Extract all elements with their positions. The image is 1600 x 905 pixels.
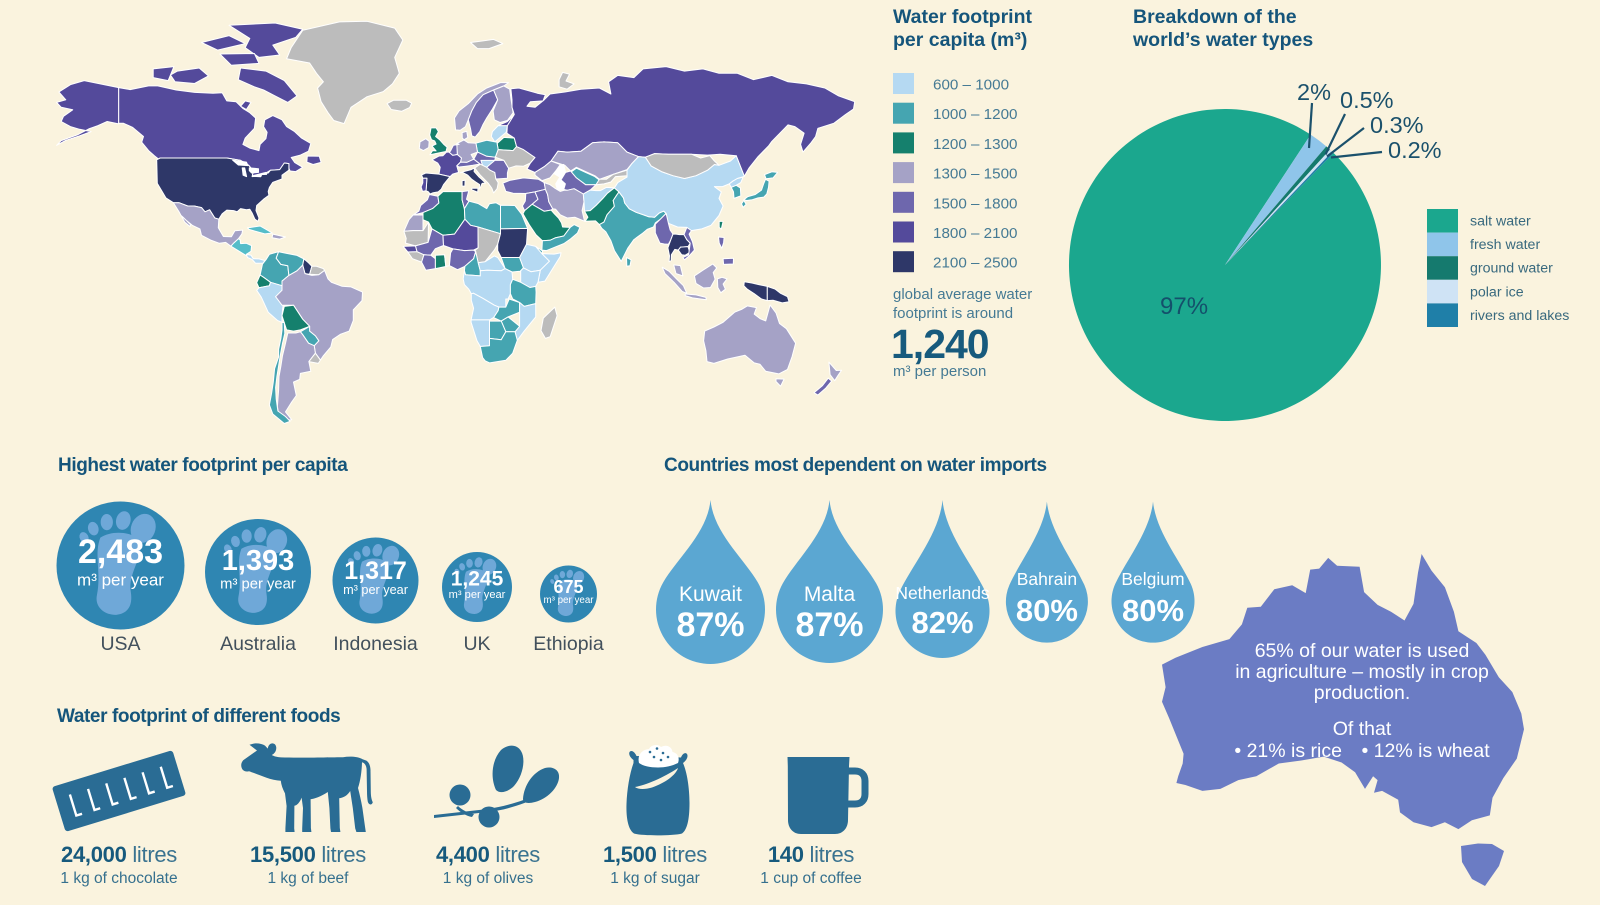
svg-text:1,240: 1,240 — [891, 321, 989, 367]
svg-text:80%: 80% — [1122, 593, 1184, 628]
svg-text:1,393: 1,393 — [222, 545, 295, 577]
svg-text:2%: 2% — [1297, 79, 1331, 105]
svg-text:ground water: ground water — [1470, 261, 1553, 277]
svg-text:m³ per year: m³ per year — [449, 589, 506, 601]
svg-text:1,245: 1,245 — [451, 568, 504, 591]
svg-text:1000 – 1200: 1000 – 1200 — [933, 106, 1017, 123]
svg-text:per capita (m³): per capita (m³) — [893, 29, 1027, 51]
svg-text:0.3%: 0.3% — [1370, 112, 1424, 138]
svg-text:Malta: Malta — [804, 583, 856, 606]
svg-text:polar ice: polar ice — [1470, 284, 1524, 300]
svg-text:m³ per year: m³ per year — [543, 595, 594, 606]
svg-text:1500 – 1800: 1500 – 1800 — [933, 195, 1017, 212]
svg-text:15,500 litres: 15,500 litres — [250, 842, 366, 867]
svg-text:87%: 87% — [795, 606, 863, 644]
svg-text:1 kg of sugar: 1 kg of sugar — [610, 870, 700, 887]
svg-text:production.: production. — [1314, 682, 1410, 704]
svg-text:USA: USA — [100, 633, 140, 655]
svg-text:1200 – 1300: 1200 – 1300 — [933, 136, 1017, 153]
svg-text:Ethiopia: Ethiopia — [533, 633, 604, 655]
svg-text:Belgium: Belgium — [1121, 569, 1184, 589]
svg-text:65% of our water is used: 65% of our water is used — [1255, 640, 1470, 662]
svg-text:Indonesia: Indonesia — [333, 633, 418, 655]
svg-text:1 cup of coffee: 1 cup of coffee — [760, 870, 861, 887]
svg-text:1800 – 2100: 1800 – 2100 — [933, 225, 1017, 242]
svg-text:m³ per year: m³ per year — [220, 577, 296, 593]
svg-text:m³ per year: m³ per year — [77, 571, 164, 590]
svg-text:Highest water footprint per ca: Highest water footprint per capita — [58, 455, 348, 476]
svg-text:Of that: Of that — [1333, 718, 1392, 740]
svg-text:m³ per year: m³ per year — [343, 583, 409, 597]
svg-text:m³ per person: m³ per person — [893, 363, 986, 380]
svg-text:80%: 80% — [1016, 593, 1078, 628]
svg-text:2,483: 2,483 — [78, 533, 163, 571]
svg-text:82%: 82% — [911, 605, 973, 640]
svg-text:140 litres: 140 litres — [768, 842, 855, 867]
svg-text:1,500 litres: 1,500 litres — [603, 842, 707, 867]
svg-text:fresh water: fresh water — [1470, 237, 1540, 253]
svg-text:Countries most dependent on wa: Countries most dependent on water import… — [664, 455, 1047, 476]
svg-text:2100 – 2500: 2100 – 2500 — [933, 255, 1017, 272]
svg-text:675: 675 — [553, 577, 583, 597]
svg-text:1 kg of olives: 1 kg of olives — [443, 870, 534, 887]
svg-text:Netherlands: Netherlands — [895, 583, 990, 603]
svg-text:87%: 87% — [676, 606, 744, 644]
svg-text:24,000 litres: 24,000 litres — [61, 842, 177, 867]
svg-text:Kuwait: Kuwait — [679, 583, 742, 606]
svg-text:Australia: Australia — [220, 633, 296, 655]
svg-text:1 kg of chocolate: 1 kg of chocolate — [60, 870, 177, 887]
svg-text:0.5%: 0.5% — [1340, 87, 1394, 113]
svg-text:Bahrain: Bahrain — [1017, 569, 1077, 589]
svg-text:in agriculture – mostly in cro: in agriculture – mostly in crop — [1235, 661, 1489, 683]
svg-text:1,317: 1,317 — [344, 557, 407, 585]
svg-text:Water footprint: Water footprint — [893, 6, 1033, 28]
svg-text:1 kg of beef: 1 kg of beef — [267, 870, 349, 887]
svg-text:salt water: salt water — [1470, 214, 1531, 230]
svg-text:0.2%: 0.2% — [1388, 137, 1442, 163]
svg-text:rivers and lakes: rivers and lakes — [1470, 308, 1569, 324]
svg-text:97%: 97% — [1160, 293, 1208, 320]
svg-text:• 21% is rice • 12% is wheat: • 21% is rice • 12% is wheat — [1234, 740, 1490, 762]
svg-text:UK: UK — [463, 633, 490, 655]
svg-text:1300 – 1500: 1300 – 1500 — [933, 166, 1017, 183]
svg-text:Breakdown of the: Breakdown of the — [1133, 6, 1297, 28]
svg-text:global average water: global average water — [893, 286, 1032, 303]
svg-text:4,400 litres: 4,400 litres — [436, 842, 540, 867]
svg-text:Water footprint of different f: Water footprint of different foods — [57, 706, 340, 727]
svg-text:600 – 1000: 600 – 1000 — [933, 77, 1009, 94]
svg-text:footprint is around: footprint is around — [893, 305, 1013, 322]
svg-text:world’s water types: world’s water types — [1132, 29, 1313, 51]
